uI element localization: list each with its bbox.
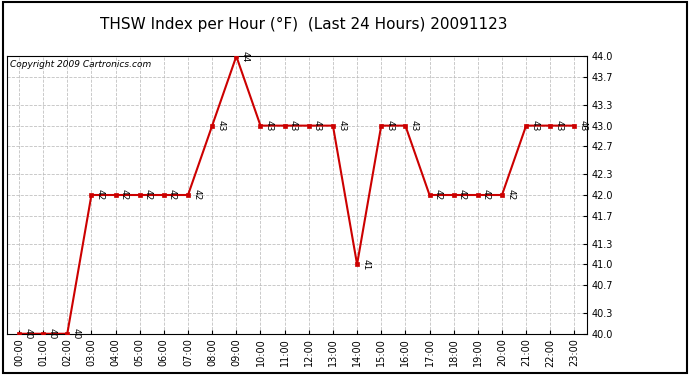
Text: 43: 43 bbox=[217, 120, 226, 131]
Text: 44: 44 bbox=[241, 51, 250, 62]
Text: 43: 43 bbox=[337, 120, 346, 131]
Text: 42: 42 bbox=[434, 189, 443, 201]
Text: 42: 42 bbox=[506, 189, 515, 201]
Text: 42: 42 bbox=[96, 189, 105, 201]
Text: 42: 42 bbox=[120, 189, 129, 201]
Text: 43: 43 bbox=[555, 120, 564, 131]
Text: 42: 42 bbox=[482, 189, 491, 201]
Text: 43: 43 bbox=[386, 120, 395, 131]
Text: THSW Index per Hour (°F)  (Last 24 Hours) 20091123: THSW Index per Hour (°F) (Last 24 Hours)… bbox=[100, 17, 507, 32]
Text: 40: 40 bbox=[72, 328, 81, 339]
Text: 43: 43 bbox=[289, 120, 298, 131]
Text: 43: 43 bbox=[265, 120, 274, 131]
Text: 41: 41 bbox=[362, 259, 371, 270]
Text: 42: 42 bbox=[458, 189, 467, 201]
Text: 40: 40 bbox=[48, 328, 57, 339]
Text: 42: 42 bbox=[168, 189, 177, 201]
Text: Copyright 2009 Cartronics.com: Copyright 2009 Cartronics.com bbox=[10, 60, 151, 69]
Text: 43: 43 bbox=[531, 120, 540, 131]
Text: 40: 40 bbox=[23, 328, 32, 339]
Text: 43: 43 bbox=[313, 120, 322, 131]
Text: 42: 42 bbox=[193, 189, 201, 201]
Text: 43: 43 bbox=[410, 120, 419, 131]
Text: 43: 43 bbox=[579, 120, 588, 131]
Text: 42: 42 bbox=[144, 189, 153, 201]
